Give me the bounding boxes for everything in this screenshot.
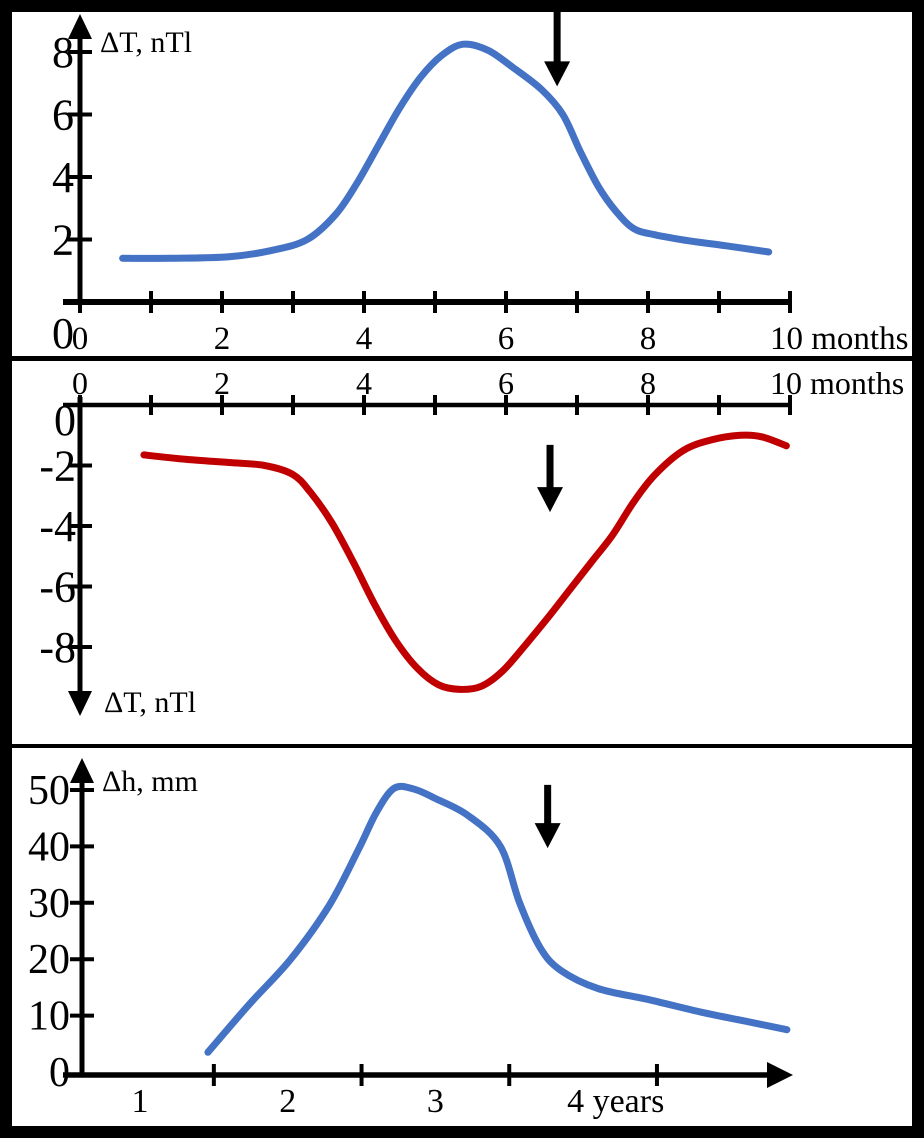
y-tick-label: 10 [28,994,70,1040]
x-tick-label: 0 [72,321,89,357]
middle-chart-y-axis-title: ΔT, nTl [104,686,197,719]
x-tick-label: 2 [279,1083,296,1120]
curve-delta-t-positive-anomaly [119,40,773,262]
curve-delta-h-uplift [204,782,791,1056]
x-tick-label: 10 months [770,365,904,401]
y-tick-label: -8 [39,623,76,672]
event-marker-arrow-head [537,487,564,513]
y-tick-label: 0 [52,309,74,358]
y-tick-label: 8 [52,28,74,77]
y-tick-label: 0 [54,396,76,445]
bottom-chart-y-axis-title: Δh, mm [102,765,198,798]
x-tick-label: 4 [356,365,372,401]
x-tick-label: 1 [132,1083,149,1120]
x-tick-label: 3 [427,1083,444,1120]
y-tick-label: 6 [52,91,74,140]
x-tick-label: 8 [640,365,656,401]
y-tick-label: 50 [28,768,70,814]
x-axis-arrowhead [767,1062,793,1088]
top-chart-y-axis-title: ΔT, nTl [100,26,193,59]
x-tick-label: 4 years [567,1083,664,1120]
x-tick-label: 4 [356,321,373,357]
x-tick-label: 0 [72,365,88,401]
curve-delta-t-negative-anomaly [140,431,790,693]
y-tick-label: 30 [28,881,70,927]
y-tick-label: 20 [28,937,70,983]
y-tick-label: 40 [28,824,70,870]
y-tick-label: 2 [52,216,74,265]
y-tick-label: -4 [39,502,76,551]
y-tick-label: 4 [52,153,74,202]
event-marker-arrow-head [544,61,571,87]
x-tick-label: 6 [498,365,514,401]
figure-canvas: 0 2 4 6 8 10 months 0 2 4 6 8 0 2 4 6 8 10 months 0 -2 -4 -6… [12,12,912,1126]
y-axis-arrowhead [70,758,94,783]
x-tick-label: 2 [214,365,230,401]
x-tick-label: 6 [498,321,515,357]
panel-divider-2 [12,744,912,748]
event-marker-arrow-head [534,823,561,849]
x-tick-label: 8 [640,321,657,357]
y-tick-label: 0 [49,1050,70,1096]
y-axis-arrowhead [68,14,92,39]
x-tick-label: 10 months [770,321,908,357]
y-tick-label: -6 [39,563,76,612]
panel-divider-1 [12,356,912,361]
x-tick-label: 2 [214,321,231,357]
y-tick-label: -2 [39,442,76,491]
y-axis-arrowhead [68,691,92,716]
